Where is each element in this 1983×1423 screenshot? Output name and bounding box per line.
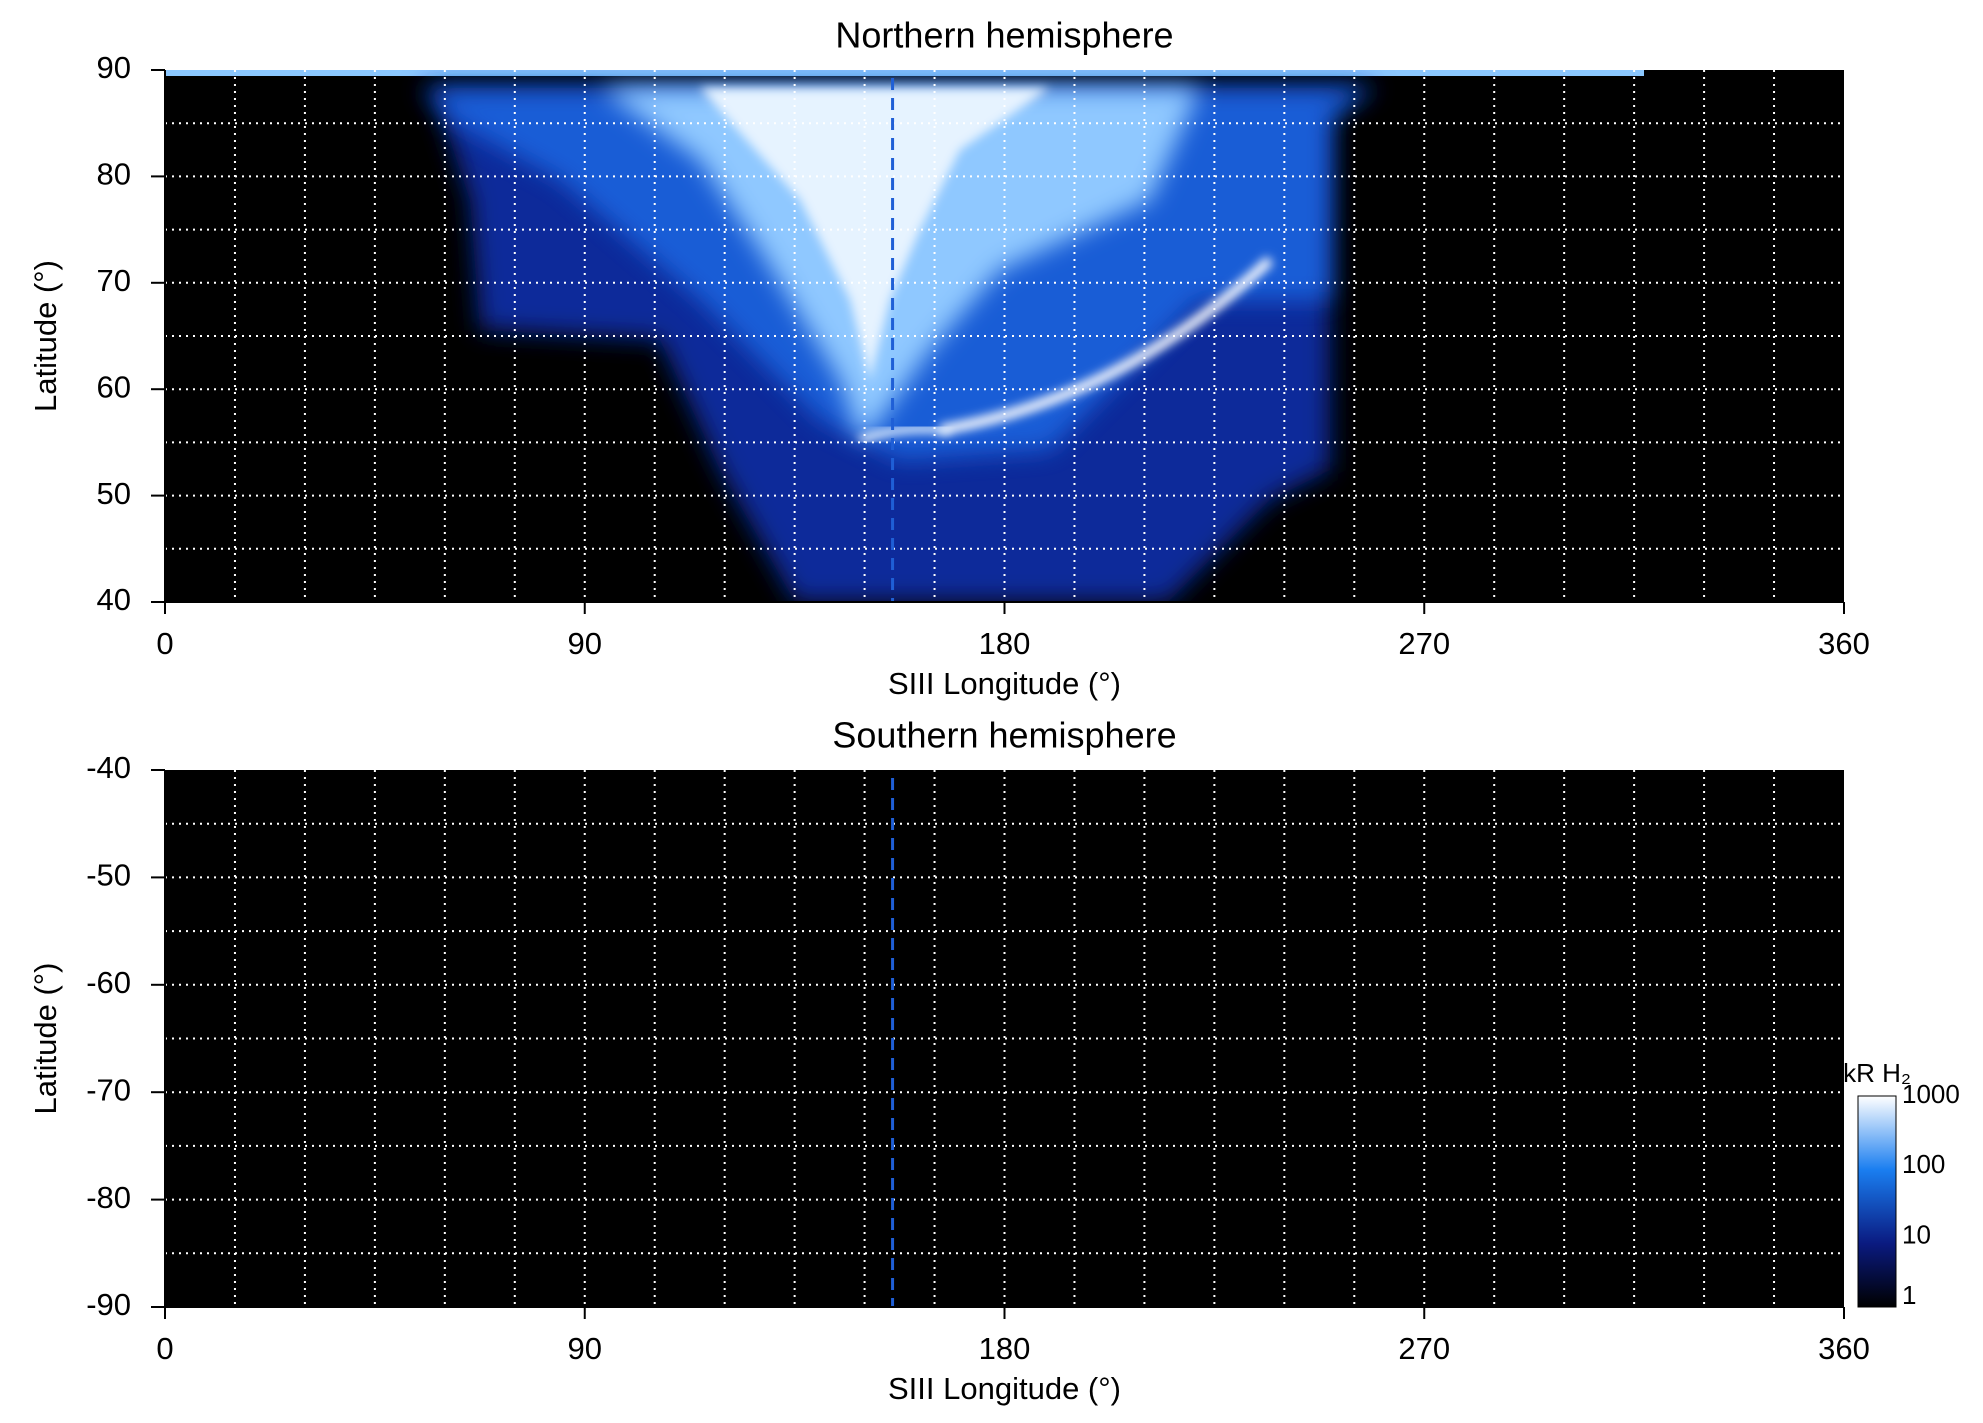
y-tick-label: 90 (97, 50, 131, 85)
chart-title: Southern hemisphere (832, 715, 1176, 756)
y-tick-label: -70 (86, 1072, 131, 1107)
x-tick-label: 180 (979, 626, 1031, 661)
x-tick-label: 0 (156, 1331, 173, 1366)
colorbar-tick-label: 10 (1902, 1220, 1931, 1250)
x-tick-label: 360 (1818, 626, 1870, 661)
y-tick-label: 80 (97, 157, 131, 192)
x-tick-label: 180 (979, 1331, 1031, 1366)
x-tick-label: 90 (568, 1331, 602, 1366)
colorbar-tick-label: 1 (1902, 1280, 1916, 1310)
y-tick-label: 60 (97, 369, 131, 404)
plot-layer: Northern hemisphere SIII Longitude (°) Lat… (28, 15, 1960, 1407)
colorbar (1857, 1095, 1897, 1308)
x-tick-label: 360 (1818, 1331, 1870, 1366)
x-tick-label: 270 (1398, 1331, 1450, 1366)
x-tick-label: 0 (156, 626, 173, 661)
y-tick-label: 40 (97, 582, 131, 617)
x-axis-label: SIII Longitude (°) (888, 1371, 1121, 1406)
y-tick-label: 70 (97, 263, 131, 298)
x-axis-label: SIII Longitude (°) (888, 666, 1121, 701)
colorbar-tick-label: 1000 (1902, 1079, 1960, 1109)
y-tick-label: -60 (86, 965, 131, 1000)
chart-title: Northern hemisphere (835, 15, 1173, 56)
y-tick-label: -50 (86, 858, 131, 893)
colorbar-tick-label: 100 (1902, 1149, 1945, 1179)
colorbar-label: kR H₂ (1843, 1058, 1911, 1088)
y-axis-label: Latitude (°) (28, 260, 63, 412)
emission-image (165, 70, 1644, 602)
plot-background (165, 770, 1844, 1307)
x-tick-label: 90 (568, 626, 602, 661)
x-tick-label: 270 (1398, 626, 1450, 661)
y-tick-label: -90 (86, 1287, 131, 1322)
y-axis-label: Latitude (°) (28, 963, 63, 1115)
y-tick-label: -40 (86, 750, 131, 785)
y-tick-label: 50 (97, 476, 131, 511)
y-tick-label: -80 (86, 1180, 131, 1215)
